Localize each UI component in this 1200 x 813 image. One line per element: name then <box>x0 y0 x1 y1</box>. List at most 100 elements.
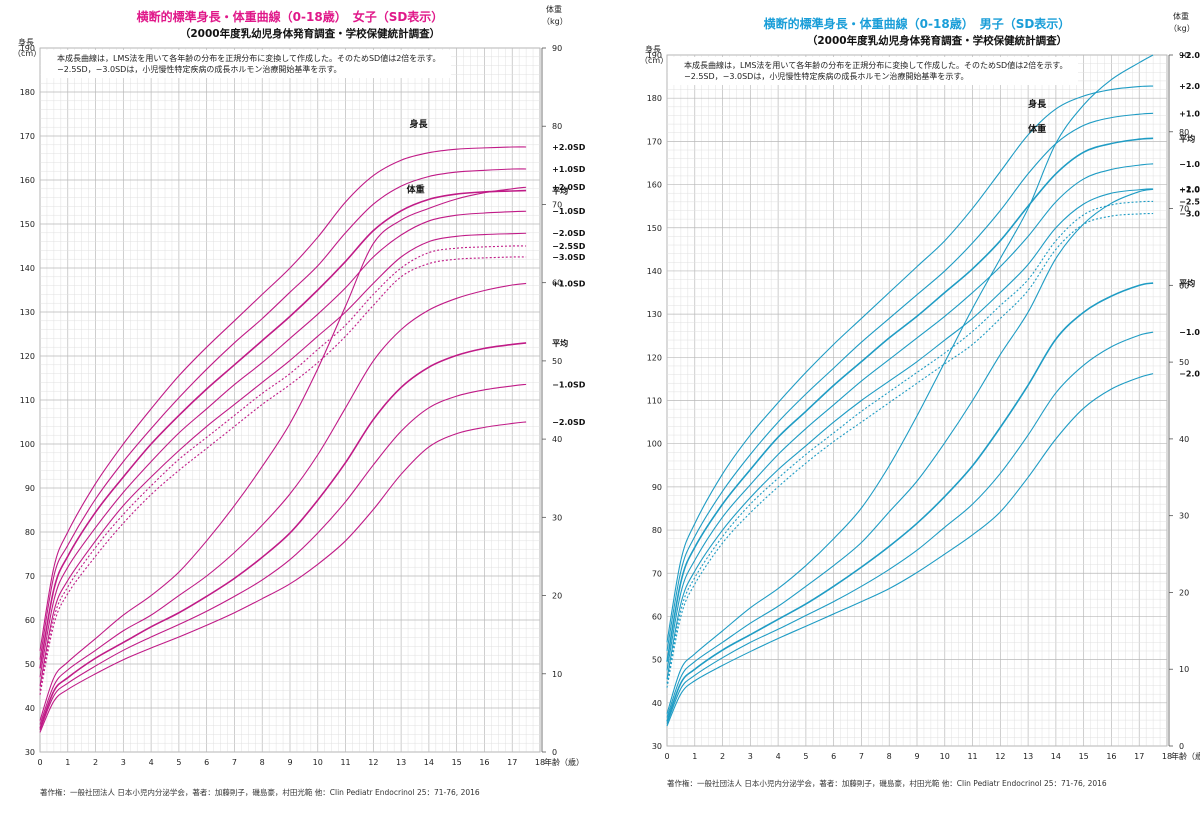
height-tick-label: 90 <box>25 484 35 493</box>
weight-curve-label: 体重 <box>1028 123 1046 135</box>
x-tick-label: 10 <box>940 752 950 761</box>
x-tick-label: 12 <box>995 752 1005 761</box>
height-tick-label: 100 <box>20 440 35 449</box>
height-series-line <box>666 112 1154 652</box>
weight-series-label: +2.0SD <box>552 183 586 192</box>
chart-subtitle: （2000年度乳幼児身体発育調査・学校保健統計調査） <box>807 34 1067 47</box>
height-series-line <box>666 85 1154 643</box>
x-axis-label: 年齢（歳） <box>544 757 584 767</box>
x-tick-label: 10 <box>313 758 323 767</box>
x-tick-label: 3 <box>121 758 126 767</box>
weight-series-line <box>39 186 527 721</box>
height-tick-label: 160 <box>20 176 35 185</box>
grid <box>666 54 1168 747</box>
height-series-line <box>666 188 1154 680</box>
height-series-label: −2.5SD <box>552 242 586 251</box>
height-series-line <box>39 256 527 695</box>
x-tick-label: 15 <box>1079 752 1089 761</box>
x-tick-label: 5 <box>803 752 808 761</box>
weight-series-line <box>666 188 1154 718</box>
weight-tick-label: 80 <box>552 122 562 131</box>
weight-tick-label: 10 <box>552 670 562 679</box>
height-tick-label: 160 <box>647 181 662 190</box>
height-tick-label: 180 <box>20 88 35 97</box>
x-tick-label: 2 <box>93 758 98 767</box>
weight-tick-label: 30 <box>552 513 562 522</box>
x-axis-label: 年齢（歳） <box>1171 751 1200 761</box>
height-tick-label: 140 <box>647 267 662 276</box>
height-series-line <box>39 146 527 651</box>
x-tick-label: 12 <box>368 758 378 767</box>
x-tick-label: 6 <box>831 752 836 761</box>
weight-axis-label: 体重 <box>546 4 562 14</box>
height-axis-unit: （cm） <box>13 49 41 58</box>
height-tick-label: 50 <box>652 656 662 665</box>
x-tick-label: 14 <box>1051 752 1061 761</box>
height-series-line <box>666 163 1154 671</box>
boys-chart: 横断的標準身長・体重曲線（0-18歳） 男子（SD表示） （2000年度乳幼児身体… <box>640 11 1200 788</box>
note-line: −2.5SD，−3.0SDは，小児慢性特定疾病の成長ホルモン治療開始基準を示す。 <box>684 71 969 81</box>
height-tick-label: 50 <box>25 660 35 669</box>
x-tick-label: 8 <box>260 758 265 767</box>
height-series-label: 平均 <box>552 186 568 196</box>
height-series-label: +2.0SD <box>552 143 586 152</box>
x-tick-label: 8 <box>887 752 892 761</box>
x-tick-label: 1 <box>692 752 697 761</box>
chart-title: 横断的標準身長・体重曲線（0-18歳） 男子（SD表示） <box>764 16 1071 31</box>
weight-tick-label: 60 <box>552 279 562 288</box>
weight-tick-label: 0 <box>552 748 557 757</box>
weight-series-label: −1.0SD <box>552 380 586 389</box>
weight-tick-label: 20 <box>552 592 562 601</box>
x-tick-label: 18 <box>1162 752 1172 761</box>
height-tick-label: 150 <box>20 220 35 229</box>
weight-tick-label: 50 <box>552 357 562 366</box>
height-tick-label: 90 <box>652 483 662 492</box>
weight-tick-label: 80 <box>1179 128 1189 137</box>
x-tick-label: 18 <box>535 758 545 767</box>
height-tick-label: 150 <box>647 224 662 233</box>
height-series-label: −3.0SD <box>552 253 586 262</box>
weight-series-line <box>39 383 527 731</box>
height-series-label: −1.0SD <box>1179 160 1200 169</box>
height-tick-label: 130 <box>20 308 35 317</box>
x-tick-label: 14 <box>424 758 434 767</box>
height-tick-label: 120 <box>20 352 35 361</box>
height-tick-label: 180 <box>647 94 662 103</box>
height-series-label: −2.0SD <box>552 229 586 238</box>
height-series-label: −3.0SD <box>1179 209 1200 218</box>
height-tick-label: 170 <box>20 132 35 141</box>
copyright-credit: 著作権：一般社団法人 日本小児内分泌学会，著者：加藤則子，磯島豪，村田光範 他：… <box>667 778 1107 788</box>
height-tick-label: 40 <box>652 699 662 708</box>
height-tick-label: 120 <box>647 353 662 362</box>
height-axis-unit: （cm） <box>640 56 668 65</box>
height-series-line <box>39 210 527 678</box>
weight-series-line <box>39 282 527 725</box>
weight-series-label: −1.0SD <box>1179 328 1200 337</box>
weight-axis-unit: （kg） <box>542 17 568 26</box>
weight-series-line <box>666 373 1154 727</box>
height-curve-label: 身長 <box>1028 98 1047 110</box>
height-tick-label: 110 <box>647 397 662 406</box>
weight-series-line <box>666 331 1154 724</box>
note-line: −2.5SD，−3.0SDは，小児慢性特定疾病の成長ホルモン治療開始基準を示す。 <box>57 64 342 74</box>
height-series-line <box>666 200 1154 684</box>
weight-curves: +2.0SD +1.0SD 平均 −1.0SD −2.0SD <box>666 51 1200 727</box>
x-tick-label: 17 <box>1134 752 1144 761</box>
weight-axis-label: 体重 <box>1173 11 1189 21</box>
weight-tick-label: 30 <box>1179 512 1189 521</box>
weight-series-label: +2.0SD <box>1179 51 1200 60</box>
weight-series-line <box>39 342 527 729</box>
note-line: 本成長曲線は，LMS法を用いて各年齢の分布を正規分布に変換して作成した。そのため… <box>684 60 1067 70</box>
x-tick-label: 16 <box>1106 752 1116 761</box>
height-series-label: −1.0SD <box>552 207 586 216</box>
height-series-label: −2.5SD <box>1179 197 1200 206</box>
weight-tick-label: 70 <box>1179 205 1189 214</box>
x-tick-label: 7 <box>859 752 864 761</box>
height-tick-label: 70 <box>652 569 662 578</box>
chart-subtitle: （2000年度乳幼児身体発育調査・学校保健統計調査） <box>180 27 440 40</box>
height-tick-label: 60 <box>652 612 662 621</box>
height-series-label: +2.0SD <box>1179 82 1200 91</box>
x-tick-label: 3 <box>748 752 753 761</box>
height-tick-label: 190 <box>647 51 662 60</box>
